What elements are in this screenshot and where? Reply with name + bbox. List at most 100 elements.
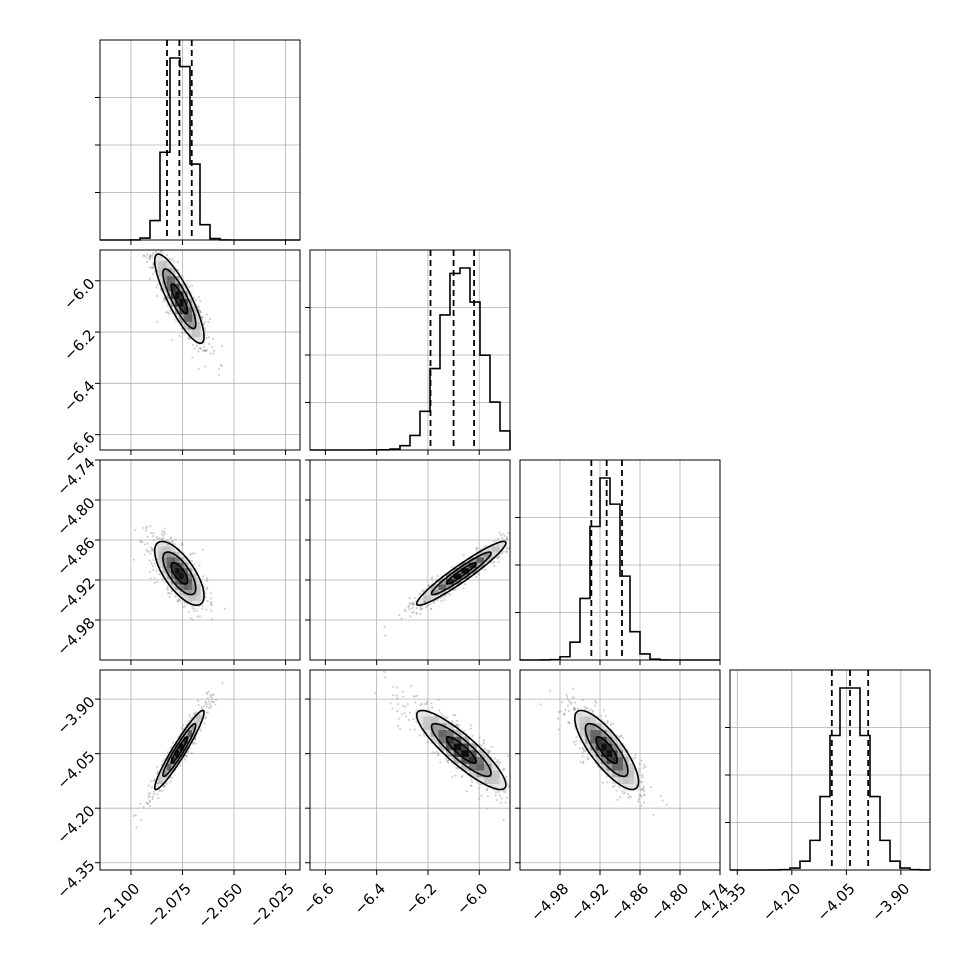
density-block <box>196 578 201 585</box>
density-block <box>166 283 172 292</box>
density-block <box>166 260 172 269</box>
density-block <box>187 729 193 737</box>
density-block <box>590 736 597 744</box>
density-block <box>453 729 462 737</box>
density-block <box>628 783 635 791</box>
density-block <box>196 329 201 338</box>
y-tick-label: −6.0 <box>60 275 98 313</box>
density-block <box>183 567 189 574</box>
density-block <box>617 777 624 785</box>
density-block <box>170 275 176 284</box>
panel-frame <box>309 249 511 451</box>
density-block <box>612 763 618 771</box>
hist-panel-1 <box>305 249 511 455</box>
density-block <box>196 336 201 345</box>
hist-panel-2 <box>515 459 721 665</box>
density-block <box>162 573 168 580</box>
density-block <box>196 722 201 731</box>
density-block <box>158 268 163 277</box>
density-block <box>415 716 424 724</box>
contour-line <box>445 561 478 585</box>
density-block <box>601 763 607 771</box>
density-block <box>154 783 159 791</box>
density-block <box>175 578 180 585</box>
density-block <box>461 562 470 569</box>
density-block <box>430 716 439 724</box>
density-block <box>187 562 193 569</box>
density-block <box>192 600 197 607</box>
density-block <box>438 729 447 737</box>
density-block <box>423 595 432 601</box>
density-block <box>606 729 613 737</box>
density-block <box>601 743 607 751</box>
scatter-panel-3-1 <box>305 669 511 875</box>
x-tick-label: −6.4 <box>351 880 389 918</box>
contour-line <box>162 551 197 596</box>
contour-line <box>153 253 205 345</box>
density-block <box>166 567 172 574</box>
y-tick-label: −3.90 <box>53 693 98 738</box>
density-block <box>179 573 184 580</box>
density-block <box>179 298 184 307</box>
x-tick-label: −2.025 <box>246 880 298 932</box>
density-block <box>446 722 454 731</box>
density-block <box>468 750 477 758</box>
panel-frame <box>99 459 301 661</box>
density-block <box>162 268 168 277</box>
density-block <box>491 770 500 778</box>
density-block <box>162 567 168 574</box>
density-block <box>446 729 454 737</box>
density-block <box>162 283 168 292</box>
contour-line <box>170 561 189 585</box>
panel-frame <box>309 459 511 661</box>
density-block <box>461 756 470 764</box>
density-block <box>491 783 500 791</box>
density-block <box>476 756 485 764</box>
density-block <box>617 770 624 778</box>
density-block <box>175 562 180 569</box>
contour-line <box>170 735 189 765</box>
density-block <box>162 770 168 778</box>
density-block <box>175 743 180 751</box>
density-block <box>187 573 193 580</box>
density-block <box>170 573 176 580</box>
density-block <box>187 321 193 330</box>
scatter-panel-2-0 <box>95 459 301 665</box>
density-block <box>162 556 168 563</box>
density-block <box>628 777 635 785</box>
density-block <box>590 722 597 731</box>
density-block <box>196 584 201 590</box>
density-block <box>595 736 602 744</box>
contour-line <box>573 709 640 791</box>
density-block <box>446 736 454 744</box>
density-block <box>584 743 591 751</box>
y-tick-label: −4.98 <box>53 614 98 659</box>
density-block <box>584 716 591 724</box>
contour-line <box>584 722 629 778</box>
density-block <box>461 567 470 574</box>
density-block <box>461 750 470 758</box>
panel-frame <box>99 669 301 871</box>
density-block <box>162 275 168 284</box>
density-block <box>453 736 462 744</box>
density-block <box>170 562 176 569</box>
panel-frame <box>309 669 511 871</box>
density-block <box>423 729 432 737</box>
density-block <box>179 551 184 558</box>
density-block <box>423 716 432 724</box>
density-block <box>423 589 432 596</box>
density-block <box>196 595 201 601</box>
density-block <box>158 540 163 547</box>
density-block <box>438 716 447 724</box>
density-block <box>579 722 586 731</box>
density-block <box>158 777 163 785</box>
density-block <box>438 722 447 731</box>
density-block <box>166 275 172 284</box>
density-block <box>196 600 201 607</box>
density-block <box>183 595 189 601</box>
density-block <box>175 556 180 563</box>
density-block <box>573 716 580 724</box>
x-tick-label: −6.6 <box>299 880 337 918</box>
density-block <box>446 743 454 751</box>
density-block <box>179 589 184 596</box>
